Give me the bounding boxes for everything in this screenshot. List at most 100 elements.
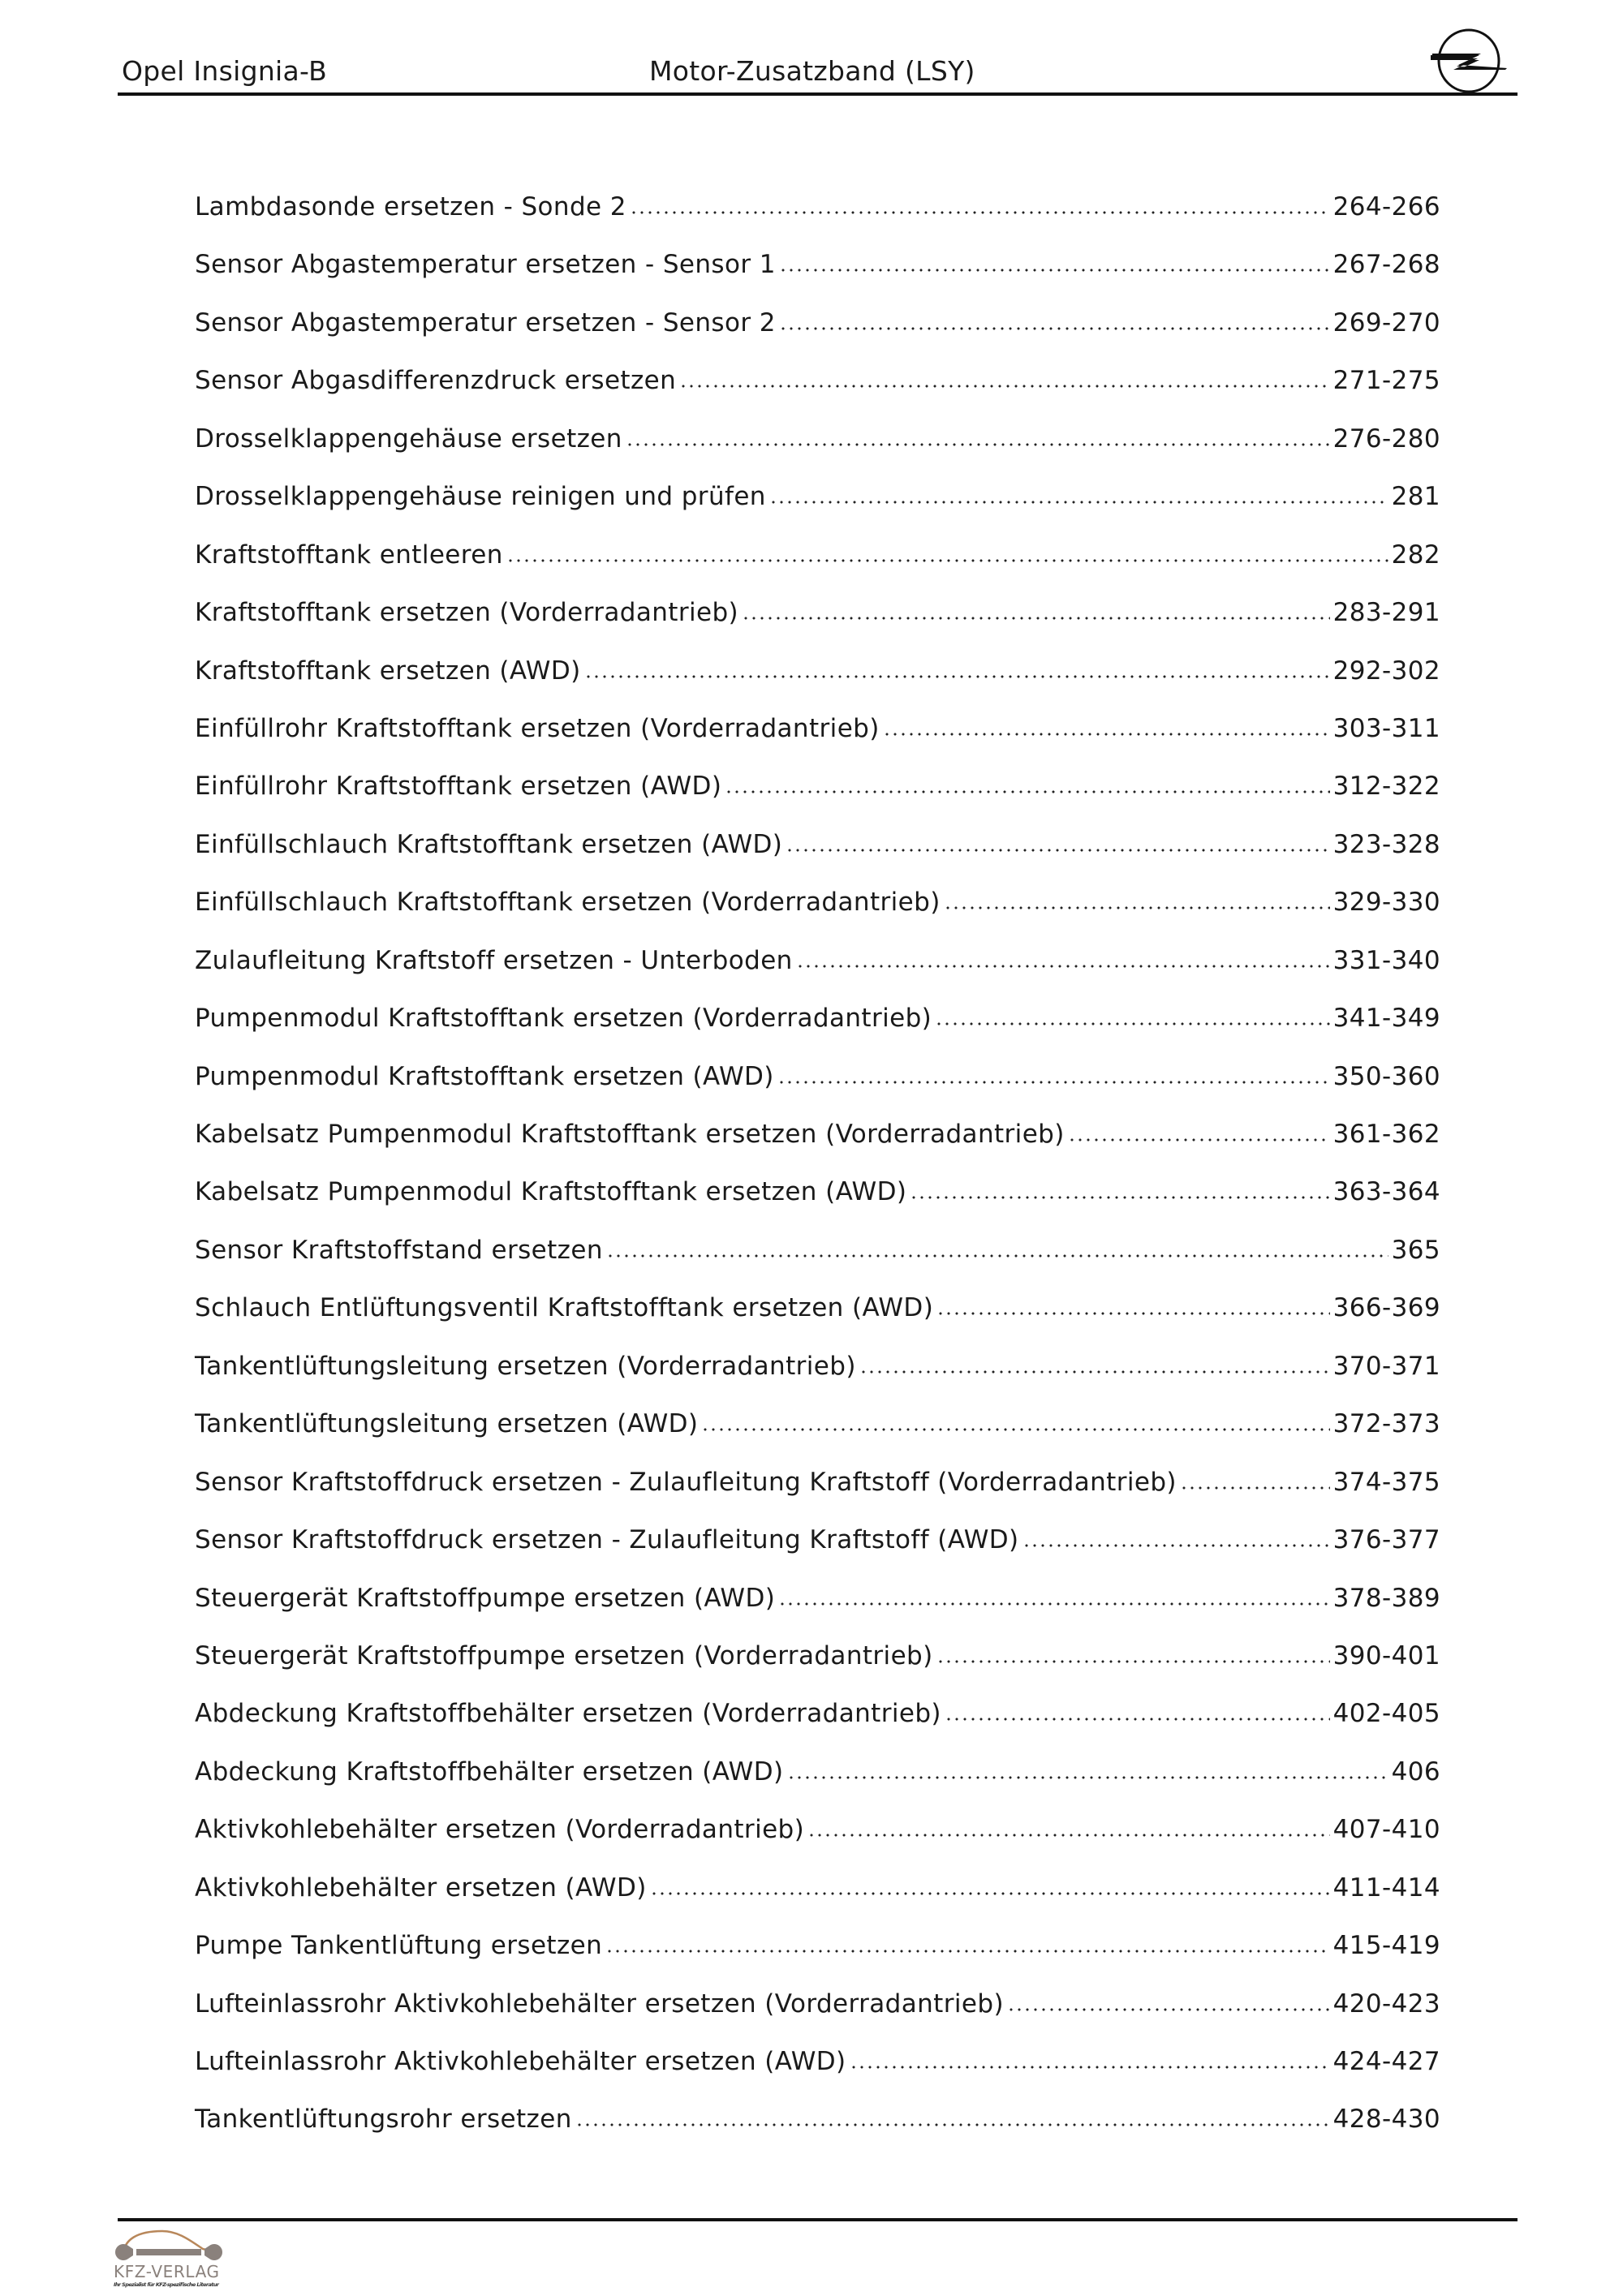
toc-entry-pages: 363-364 xyxy=(1332,1177,1440,1207)
toc-entry[interactable]: Drosselklappengehäuse ersetzen 276-280 xyxy=(195,424,1440,482)
toc-entry-title: Einfüllrohr Kraftstofftank ersetzen (AWD… xyxy=(195,772,722,802)
toc-entry[interactable]: Abdeckung Kraftstoffbehälter ersetzen (V… xyxy=(195,1699,1440,1756)
header-vehicle-title: Opel Insignia-B xyxy=(122,55,328,87)
dot-leader xyxy=(742,617,1330,621)
toc-entry[interactable]: Kraftstofftank entleeren 282 xyxy=(195,540,1440,598)
dot-leader xyxy=(605,1950,1330,1954)
toc-entry-title: Abdeckung Kraftstoffbehälter ersetzen (A… xyxy=(195,1756,784,1786)
toc-entry[interactable]: Sensor Kraftstoffdruck ersetzen - Zulauf… xyxy=(195,1468,1440,1525)
toc-entry-title: Drosselklappengehäuse reinigen und prüfe… xyxy=(195,482,766,512)
toc-entry-pages: 378-389 xyxy=(1332,1583,1440,1613)
dot-leader xyxy=(649,1891,1330,1895)
toc-entry[interactable]: Aktivkohlebehälter ersetzen (AWD) 411-414 xyxy=(195,1873,1440,1931)
dot-leader xyxy=(936,1312,1330,1316)
toc-entry-title: Steuergerät Kraftstoffpumpe ersetzen (AW… xyxy=(195,1583,776,1613)
toc-entry-pages: 415-419 xyxy=(1332,1931,1440,1961)
toc-entry[interactable]: Kraftstofftank ersetzen (AWD) 292-302 xyxy=(195,656,1440,714)
toc-entry-title: Sensor Kraftstoffdruck ersetzen - Zulauf… xyxy=(195,1525,1019,1555)
toc-entry[interactable]: Kraftstofftank ersetzen (Vorderradantrie… xyxy=(195,598,1440,656)
toc-entry[interactable]: Schlauch Entlüftungsventil Kraftstofftan… xyxy=(195,1293,1440,1351)
toc-entry[interactable]: Zulaufleitung Kraftstoff ersetzen - Unte… xyxy=(195,946,1440,1004)
dot-leader xyxy=(725,790,1330,794)
dot-leader xyxy=(506,558,1388,562)
toc-entry-title: Pumpenmodul Kraftstofftank ersetzen (Vor… xyxy=(195,1004,932,1034)
toc-entry[interactable]: Aktivkohlebehälter ersetzen (Vorderradan… xyxy=(195,1815,1440,1872)
toc-entry-title: Einfüllrohr Kraftstofftank ersetzen (Vor… xyxy=(195,713,880,743)
toc-entry-pages: 372-373 xyxy=(1332,1409,1440,1439)
toc-entry-pages: 390-401 xyxy=(1332,1640,1440,1670)
toc-entry[interactable]: Sensor Kraftstoffstand ersetzen 365 xyxy=(195,1236,1440,1293)
toc-entry[interactable]: Lambdasonde ersetzen - Sonde 2 264-266 xyxy=(195,192,1440,250)
toc-entry[interactable]: Sensor Abgasdifferenzdruck ersetzen 271-2… xyxy=(195,366,1440,424)
toc-entry-pages: 282 xyxy=(1391,540,1440,570)
toc-entry[interactable]: Steuergerät Kraftstoffpumpe ersetzen (Vo… xyxy=(195,1641,1440,1699)
toc-entry[interactable]: Sensor Abgastemperatur ersetzen - Sensor… xyxy=(195,250,1440,307)
toc-entry-title: Kraftstofftank entleeren xyxy=(195,540,503,570)
toc-entry-pages: 303-311 xyxy=(1332,713,1440,743)
dot-leader xyxy=(944,1718,1330,1722)
dot-leader xyxy=(701,1428,1330,1432)
dot-leader xyxy=(859,1369,1330,1374)
toc-entry-pages: 264-266 xyxy=(1332,192,1440,221)
svg-text:KFZ-VERLAG: KFZ-VERLAG xyxy=(114,2262,219,2281)
toc-entry[interactable]: Einfüllschlauch Kraftstofftank ersetzen … xyxy=(195,830,1440,888)
dot-leader xyxy=(605,1253,1388,1258)
toc-entry[interactable]: Einfüllschlauch Kraftstofftank ersetzen … xyxy=(195,888,1440,945)
toc-entry-pages: 402-405 xyxy=(1332,1699,1440,1729)
kfz-verlag-logo-icon: KFZ-VERLAG Ihr Spezialist für KFZ-spezif… xyxy=(114,2229,222,2288)
toc-entry[interactable]: Kabelsatz Pumpenmodul Kraftstofftank ers… xyxy=(195,1120,1440,1177)
toc-entry-pages: 424-427 xyxy=(1332,2047,1440,2076)
dot-leader xyxy=(778,1602,1330,1606)
toc-entry-title: Einfüllschlauch Kraftstofftank ersetzen … xyxy=(195,829,783,859)
dot-leader xyxy=(935,1022,1330,1026)
toc-entry[interactable]: Tankentlüftungsleitung ersetzen (Vorderr… xyxy=(195,1352,1440,1409)
toc-entry-title: Kabelsatz Pumpenmodul Kraftstofftank ers… xyxy=(195,1120,1065,1149)
toc-entry[interactable]: Abdeckung Kraftstoffbehälter ersetzen (A… xyxy=(195,1757,1440,1815)
toc-entry[interactable]: Tankentlüftungsleitung ersetzen (AWD) 372… xyxy=(195,1409,1440,1467)
toc-entry-title: Zulaufleitung Kraftstoff ersetzen - Unte… xyxy=(195,945,793,975)
toc-entry[interactable]: Lufteinlassrohr Aktivkohlebehälter erset… xyxy=(195,2047,1440,2105)
toc-entry-title: Lufteinlassrohr Aktivkohlebehälter erset… xyxy=(195,1989,1004,2019)
dot-leader xyxy=(795,964,1330,968)
toc-entry[interactable]: Pumpenmodul Kraftstofftank ersetzen (AWD… xyxy=(195,1062,1440,1120)
dot-leader xyxy=(786,1775,1388,1779)
toc-entry[interactable]: Kabelsatz Pumpenmodul Kraftstofftank ers… xyxy=(195,1177,1440,1235)
toc-entry-pages: 374-375 xyxy=(1332,1467,1440,1497)
toc-entry[interactable]: Steuergerät Kraftstoffpumpe ersetzen (AW… xyxy=(195,1584,1440,1641)
toc-entry[interactable]: Einfüllrohr Kraftstofftank ersetzen (AWD… xyxy=(195,772,1440,829)
header-manual-title: Motor-Zusatzband (LSY) xyxy=(649,55,975,87)
dot-leader xyxy=(778,326,1330,330)
dot-leader xyxy=(1067,1138,1330,1142)
toc-entry-title: Tankentlüftungsleitung ersetzen (AWD) xyxy=(195,1409,699,1439)
footer-rule xyxy=(118,2218,1518,2221)
toc-entry[interactable]: Pumpenmodul Kraftstofftank ersetzen (Vor… xyxy=(195,1004,1440,1061)
dot-leader xyxy=(882,732,1330,736)
toc-entry-pages: 323-328 xyxy=(1332,829,1440,859)
toc-entry-title: Kraftstofftank ersetzen (Vorderradantrie… xyxy=(195,598,739,628)
toc-entry-pages: 271-275 xyxy=(1332,366,1440,396)
toc-entry[interactable]: Sensor Kraftstoffdruck ersetzen - Zulauf… xyxy=(195,1525,1440,1583)
toc-entry-title: Aktivkohlebehälter ersetzen (Vorderradan… xyxy=(195,1815,805,1845)
toc-entry-title: Pumpenmodul Kraftstofftank ersetzen (AWD… xyxy=(195,1061,774,1091)
toc-entry-pages: 407-410 xyxy=(1332,1815,1440,1845)
toc-entry-pages: 411-414 xyxy=(1332,1872,1440,1903)
header-rule xyxy=(118,92,1518,96)
toc-entry-pages: 420-423 xyxy=(1332,1989,1440,2019)
table-of-contents: Lambdasonde ersetzen - Sonde 2 264-266 Sen… xyxy=(195,192,1440,2163)
dot-leader xyxy=(575,2123,1330,2127)
toc-entry[interactable]: Sensor Abgastemperatur ersetzen - Sensor… xyxy=(195,308,1440,366)
toc-entry-title: Lambdasonde ersetzen - Sonde 2 xyxy=(195,192,626,221)
toc-entry-title: Drosselklappengehäuse ersetzen xyxy=(195,424,622,454)
toc-entry[interactable]: Pumpe Tankentlüftung ersetzen 415-419 xyxy=(195,1931,1440,1989)
toc-entry[interactable]: Tankentlüftungsrohr ersetzen 428-430 xyxy=(195,2105,1440,2162)
toc-entry[interactable]: Lufteinlassrohr Aktivkohlebehälter erset… xyxy=(195,1989,1440,2047)
dot-leader xyxy=(849,2066,1330,2069)
dot-leader xyxy=(786,848,1330,852)
toc-entry[interactable]: Einfüllrohr Kraftstofftank ersetzen (Vor… xyxy=(195,714,1440,772)
toc-entry-title: Sensor Abgastemperatur ersetzen - Sensor… xyxy=(195,250,776,280)
toc-entry-pages: 331-340 xyxy=(1332,945,1440,975)
toc-entry-pages: 376-377 xyxy=(1332,1525,1440,1555)
dot-leader xyxy=(583,674,1330,678)
dot-leader xyxy=(1179,1486,1330,1490)
toc-entry[interactable]: Drosselklappengehäuse reinigen und prüfe… xyxy=(195,482,1440,540)
